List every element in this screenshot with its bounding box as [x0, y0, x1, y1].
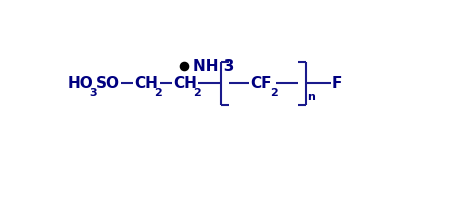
Text: HO: HO — [67, 76, 93, 91]
Point — [179, 65, 187, 68]
Text: NH 3: NH 3 — [192, 59, 234, 74]
Text: CH: CH — [134, 76, 158, 91]
Text: 2: 2 — [192, 88, 200, 98]
Text: 2: 2 — [270, 88, 278, 98]
Text: 2: 2 — [154, 88, 161, 98]
Text: CF: CF — [250, 76, 271, 91]
Text: CH: CH — [172, 76, 196, 91]
Text: F: F — [331, 76, 341, 91]
Text: n: n — [307, 92, 315, 102]
Text: 3: 3 — [89, 88, 97, 98]
Text: SO: SO — [96, 76, 120, 91]
